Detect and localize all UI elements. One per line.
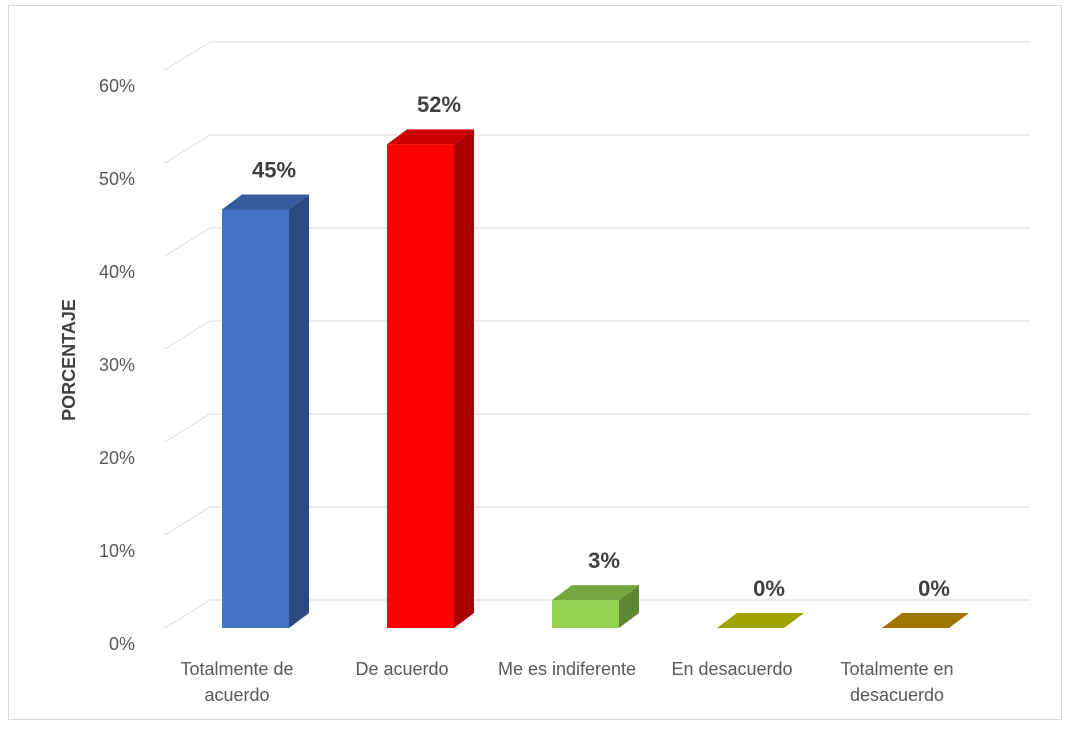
grid-line bbox=[164, 320, 211, 350]
y-tick-label: 40% bbox=[99, 262, 135, 282]
y-axis-label: PORCENTAJE bbox=[59, 299, 79, 421]
x-tick-label: Totalmente de acuerdo bbox=[180, 659, 294, 705]
grid-line bbox=[164, 413, 211, 443]
bar bbox=[222, 209, 289, 628]
y-tick-label: 20% bbox=[99, 448, 135, 468]
bar-side bbox=[619, 585, 639, 628]
grid-line bbox=[164, 134, 211, 164]
y-tick-label: 60% bbox=[99, 76, 135, 96]
grid-line bbox=[164, 599, 211, 629]
chart-border bbox=[8, 5, 1062, 720]
value-label: 3% bbox=[588, 548, 620, 573]
bar bbox=[387, 144, 454, 628]
x-tick-label: Totalmente en desacuerdo bbox=[840, 659, 954, 705]
grid-line bbox=[164, 227, 211, 257]
grid-line bbox=[164, 41, 211, 71]
y-tick-label: 10% bbox=[99, 541, 135, 561]
value-label: 0% bbox=[918, 576, 950, 601]
bar-top bbox=[717, 613, 804, 628]
y-tick-label: 30% bbox=[99, 355, 135, 375]
y-tick-label: 0% bbox=[109, 634, 135, 654]
x-tick-label: En desacuerdo bbox=[671, 659, 793, 679]
bar-top bbox=[222, 194, 309, 210]
bar-top bbox=[882, 613, 969, 628]
bar-top bbox=[387, 129, 474, 145]
x-tick-label: Me es indiferente bbox=[497, 659, 637, 679]
value-label: 0% bbox=[753, 576, 785, 601]
x-tick-label: De acuerdo bbox=[355, 659, 449, 679]
bar-top bbox=[552, 585, 639, 601]
bar-side bbox=[289, 194, 309, 628]
y-tick-label: 50% bbox=[99, 169, 135, 189]
bar bbox=[552, 600, 619, 628]
grid-line bbox=[164, 506, 211, 536]
value-label: 52% bbox=[417, 92, 461, 117]
bar-side bbox=[454, 129, 474, 628]
value-label: 45% bbox=[252, 157, 296, 182]
